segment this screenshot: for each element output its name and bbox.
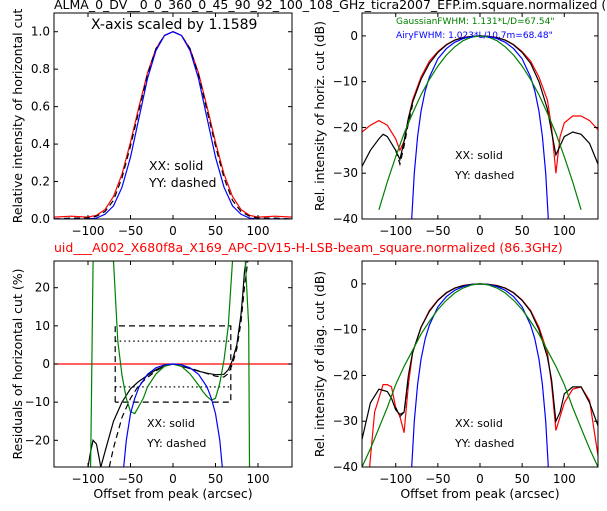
x-tick-label: 100 (247, 224, 270, 238)
x-tick-label: 100 (247, 472, 270, 486)
x-tick-label: 100 (553, 472, 576, 486)
x-tick-label: −100 (72, 224, 105, 238)
x-tick-label: 100 (553, 224, 576, 238)
style-note: XX: solid (455, 149, 503, 162)
series-line-black-dashed (54, 31, 292, 219)
x-tick-label: −50 (118, 472, 143, 486)
x-axis-label: Offset from peak (arcsec) (93, 486, 252, 501)
style-note: YY: dashed (454, 437, 514, 450)
style-note: XX: solid (147, 417, 195, 430)
y-tick-label: −30 (333, 166, 358, 180)
x-tick-label: −100 (72, 472, 105, 486)
series-group (54, 31, 292, 219)
y-axis-label: Rel. intensity of diag. cut (dB) (312, 271, 327, 457)
style-note: YY: dashed (148, 175, 216, 190)
y-tick-label: −20 (333, 368, 358, 382)
series-line-blue-solid (411, 35, 549, 219)
series-line-black-solid (362, 35, 598, 167)
style-note: YY: dashed (146, 437, 206, 450)
y-tick-label: 0 (350, 277, 358, 291)
series-line-blue-solid (54, 31, 292, 219)
x-tick-label: 50 (515, 472, 530, 486)
subplot-title-diag: uid___A002_X680f8a_X169_APC-DV15-H-LSB-b… (54, 240, 563, 255)
y-tick-label: −10 (333, 75, 358, 89)
x-tick-label: −50 (118, 224, 143, 238)
x-tick-label: 50 (208, 472, 223, 486)
series-group (362, 35, 598, 219)
y-tick-label: 0.2 (31, 175, 50, 189)
panel-top-left: −100 −50 0 50 100 0.0 0.2 0.4 0.6 0.8 1.0 Relative … (10, 9, 293, 238)
x-tick-label: −100 (379, 224, 412, 238)
x-tick-label: 0 (476, 224, 484, 238)
x-tick-label: 0 (476, 472, 484, 486)
series-line-green-solid (362, 283, 598, 467)
y-tick-label: −10 (25, 395, 50, 409)
y-tick-label: 10 (35, 319, 50, 333)
y-axis-label: Relative intensity of horizontal cut (10, 9, 25, 224)
y-tick-label: −20 (25, 433, 50, 447)
y-tick-label: −20 (333, 120, 358, 134)
x-tick-label: 50 (208, 224, 223, 238)
x-tick-label: −100 (379, 472, 412, 486)
y-tick-label: 0.6 (31, 100, 50, 114)
scale-annotation: X-axis scaled by 1.1589 (91, 17, 257, 33)
y-tick-label: 0 (350, 29, 358, 43)
x-tick-label: −50 (425, 472, 450, 486)
x-tick-label: −50 (425, 224, 450, 238)
figure-title: ALMA_0_DV__0_0_360_0_45_90_92_100_108_GH… (54, 0, 606, 12)
y-tick-label: −10 (333, 323, 358, 337)
y-tick-label: 0.8 (31, 62, 50, 76)
series-group (54, 261, 292, 467)
y-axis-label: Residuals of horizontal cut (%) (10, 269, 25, 460)
series-line-black-dashed (395, 104, 414, 167)
y-tick-label: 0 (42, 357, 50, 371)
axes-frame (361, 12, 599, 220)
series-line-black-dashed (114, 325, 232, 403)
y-tick-label: 1.0 (31, 25, 50, 39)
style-note: YY: dashed (454, 169, 514, 182)
y-axis-label: Rel. intensity of horiz. cut (dB) (312, 21, 327, 211)
style-note: XX: solid (149, 158, 203, 173)
y-tick-label: 0.0 (31, 212, 50, 226)
x-tick-label: 0 (169, 472, 177, 486)
y-tick-label: −30 (333, 414, 358, 428)
y-tick-label: −40 (333, 212, 358, 226)
x-tick-label: 50 (515, 224, 530, 238)
x-axis-label: Offset from peak (arcsec) (400, 486, 559, 501)
series-group (362, 283, 598, 467)
series-line-blue-solid (123, 363, 223, 467)
x-tick-label: 0 (169, 224, 177, 238)
legend-gaussian: GaussianFWHM: 1.131*L/D=67.54" (396, 17, 554, 27)
series-line-green-solid (378, 35, 582, 210)
style-note: XX: solid (455, 417, 503, 430)
y-tick-label: −40 (333, 460, 358, 474)
series-line-black-dashed (395, 379, 409, 418)
legend-airy: AiryFWHM: 1.023*L/10.7m=68.48" (396, 31, 553, 41)
y-tick-label: 0.4 (31, 137, 50, 151)
y-tick-label: 20 (35, 281, 50, 295)
series-line-green-solid (90, 261, 251, 467)
